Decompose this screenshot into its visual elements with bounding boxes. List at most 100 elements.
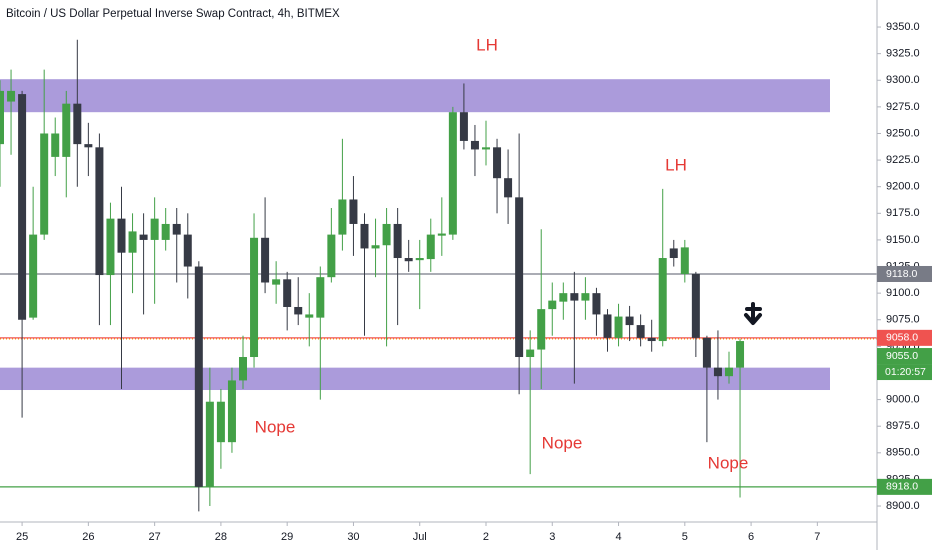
x-tick-label: 30 <box>347 531 359 543</box>
x-tick-label: 2 <box>483 531 489 543</box>
y-tick-label: 9000.0 <box>886 393 920 405</box>
candle-body <box>393 223 402 259</box>
level-tag: 8918.0 <box>886 481 918 493</box>
zone <box>0 79 830 113</box>
countdown: 01:20:57 <box>885 366 926 378</box>
x-tick-label: 27 <box>149 531 161 543</box>
candle-body <box>283 279 292 307</box>
y-tick-label: 9200.0 <box>886 181 920 193</box>
candle-body <box>470 140 479 150</box>
candle-body <box>117 218 126 253</box>
y-tick-label: 9225.0 <box>886 154 920 166</box>
level-tag-bg <box>877 478 932 495</box>
annotation: Nope <box>255 417 296 436</box>
candle-body <box>95 147 104 276</box>
y-tick-label: 9300.0 <box>886 74 920 86</box>
candle-body <box>316 277 325 318</box>
candle-body <box>29 234 38 318</box>
candle-body <box>515 197 524 358</box>
x-tick-label: Jul <box>413 531 427 543</box>
candle-body <box>227 380 236 443</box>
candle-body <box>481 147 490 150</box>
level-tag: 9118.0 <box>886 268 917 280</box>
candle-body <box>614 316 623 338</box>
y-tick-label: 9150.0 <box>886 234 920 246</box>
candle-body <box>581 293 590 301</box>
x-tick-label: 5 <box>682 531 688 543</box>
candle-body <box>360 223 369 249</box>
candle-body <box>84 144 93 148</box>
x-tick-label: 7 <box>814 531 820 543</box>
annotation: Nope <box>708 453 749 472</box>
candle-body <box>448 112 457 235</box>
candle-body <box>680 247 689 274</box>
last-price-tag-bg <box>877 348 932 365</box>
annotation: LH <box>665 155 687 174</box>
candle-body <box>161 223 170 240</box>
level-tag-bg <box>877 265 932 282</box>
candle-body <box>250 237 259 358</box>
y-tick-label: 8900.0 <box>886 500 920 512</box>
candle-body <box>18 94 27 320</box>
candle-body <box>669 248 678 259</box>
candle-body <box>736 341 745 368</box>
last-price-tag: 9055.0 <box>886 350 918 362</box>
x-tick-label: 25 <box>16 531 28 543</box>
y-tick-label: 9175.0 <box>886 207 920 219</box>
candle-body <box>426 234 435 260</box>
candle-body <box>636 325 645 338</box>
candle-body <box>272 279 281 285</box>
candle-body <box>238 357 247 381</box>
candle-body <box>51 133 60 157</box>
candle-body <box>493 147 502 179</box>
y-tick-label: 9075.0 <box>886 314 920 326</box>
x-tick-label: 26 <box>82 531 94 543</box>
candle-body <box>437 233 446 236</box>
y-tick-label: 9275.0 <box>886 101 920 113</box>
y-tick-label: 8950.0 <box>886 447 920 459</box>
candle-body <box>537 309 546 350</box>
x-tick-label: 29 <box>281 531 293 543</box>
candle-body <box>559 293 568 302</box>
candle-body <box>128 231 137 253</box>
y-tick-label: 9250.0 <box>886 127 920 139</box>
annotation: Nope <box>542 433 583 452</box>
candle-body <box>73 103 82 145</box>
candle-body <box>691 273 700 338</box>
y-tick-label: 9350.0 <box>886 21 920 33</box>
candle-body <box>724 367 733 377</box>
candle-body <box>459 112 468 141</box>
x-tick-label: 4 <box>615 531 621 543</box>
down-arrow <box>744 302 762 325</box>
candle-body <box>526 349 535 358</box>
candle-body <box>713 367 722 377</box>
candle-body <box>382 223 391 246</box>
candle-body <box>40 133 49 235</box>
x-tick-label: 6 <box>748 531 754 543</box>
y-tick-label: 9100.0 <box>886 287 920 299</box>
candle-body <box>625 316 634 326</box>
candle-body <box>592 293 601 315</box>
candle-body <box>62 103 71 157</box>
candle-body <box>702 337 711 368</box>
candle-body <box>139 234 148 240</box>
zone <box>0 367 830 391</box>
candle-body <box>415 258 424 261</box>
candle-body <box>183 234 192 267</box>
candle-body <box>194 266 203 487</box>
candle-body <box>603 314 612 338</box>
y-tick-label: 8975.0 <box>886 420 920 432</box>
x-tick-label: 28 <box>215 531 227 543</box>
candle-body <box>150 218 159 240</box>
y-tick-label: 9325.0 <box>886 48 920 60</box>
candle-body <box>106 218 115 276</box>
candle-body <box>658 258 667 342</box>
candle-body <box>371 245 380 249</box>
candle-body <box>327 234 336 278</box>
level-tag-bg <box>877 329 932 346</box>
candle-body <box>647 337 656 342</box>
background-layer <box>0 79 877 488</box>
candle-body <box>338 199 347 235</box>
countdown-bg <box>877 364 932 381</box>
